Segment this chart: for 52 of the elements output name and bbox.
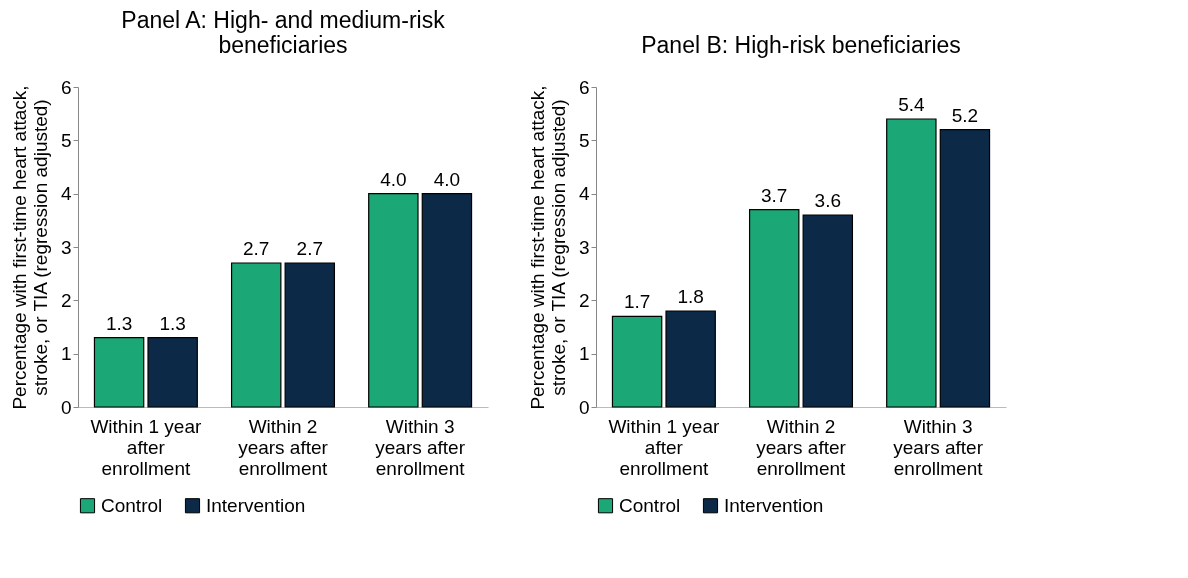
legend-label: Control [101, 494, 163, 516]
x-tick-label: Within 1 year after enrollment [608, 415, 720, 479]
data-label: 5.4 [898, 94, 925, 115]
chart-title: Panel A: High- and medium-risk beneficiaries [121, 7, 446, 58]
y-tick-label: 2 [60, 289, 72, 311]
data-label: 2.7 [296, 238, 323, 259]
y-tick-label: 1 [60, 343, 72, 365]
x-tick-label: Within 3 years after enrollment [893, 415, 984, 479]
y-tick-label: 0 [60, 396, 72, 418]
y-tick-label: 4 [60, 183, 72, 205]
data-label: 1.8 [677, 286, 704, 307]
y-tick-label: 3 [578, 236, 590, 258]
legend-label: Intervention [206, 494, 306, 516]
chart-title: Panel B: High-risk beneficiaries [641, 32, 961, 58]
y-axis-title: Percentage with first-time heart attack, stroke, or TIA (regression adjusted) [526, 85, 569, 410]
y-tick-label: 5 [60, 129, 72, 151]
bar [665, 310, 716, 408]
data-label: 1.7 [623, 291, 651, 313]
bar [748, 209, 800, 408]
y-tick-label: 4 [578, 183, 590, 205]
y-tick-label: 1 [578, 343, 590, 365]
legend-label: Intervention [724, 494, 824, 516]
data-label: 3.7 [761, 184, 788, 206]
bar [611, 315, 663, 408]
x-tick-label: Within 2 years after enrollment [238, 415, 329, 479]
bar [147, 337, 198, 408]
x-tick-label: Within 1 year after enrollment [90, 415, 202, 479]
bar [230, 262, 282, 408]
y-tick-label: 2 [578, 289, 590, 311]
data-label: 1.3 [159, 312, 186, 334]
data-label: 4.0 [380, 168, 407, 190]
x-tick-label: Within 2 years after enrollment [756, 415, 847, 479]
bar [368, 193, 419, 408]
legend-label: Control [619, 494, 681, 516]
bar [939, 129, 991, 408]
bar [421, 193, 473, 408]
data-label: 3.6 [814, 190, 841, 211]
data-label: 2.7 [243, 238, 270, 259]
bar [802, 214, 854, 408]
data-label: 5.2 [951, 104, 979, 126]
bar [284, 262, 336, 408]
y-axis-title: Percentage with first-time heart attack, stroke, or TIA (regression adjusted) [8, 85, 51, 410]
data-label: 1.3 [105, 312, 133, 334]
y-tick-label: 0 [578, 396, 590, 418]
bar [93, 337, 145, 408]
x-tick-label: Within 3 years after enrollment [375, 415, 466, 479]
bar [886, 118, 937, 408]
y-tick-label: 3 [60, 236, 72, 258]
y-tick-label: 6 [578, 76, 590, 98]
y-tick-label: 5 [578, 129, 590, 151]
y-tick-label: 6 [60, 76, 72, 98]
data-label: 4.0 [433, 168, 461, 190]
